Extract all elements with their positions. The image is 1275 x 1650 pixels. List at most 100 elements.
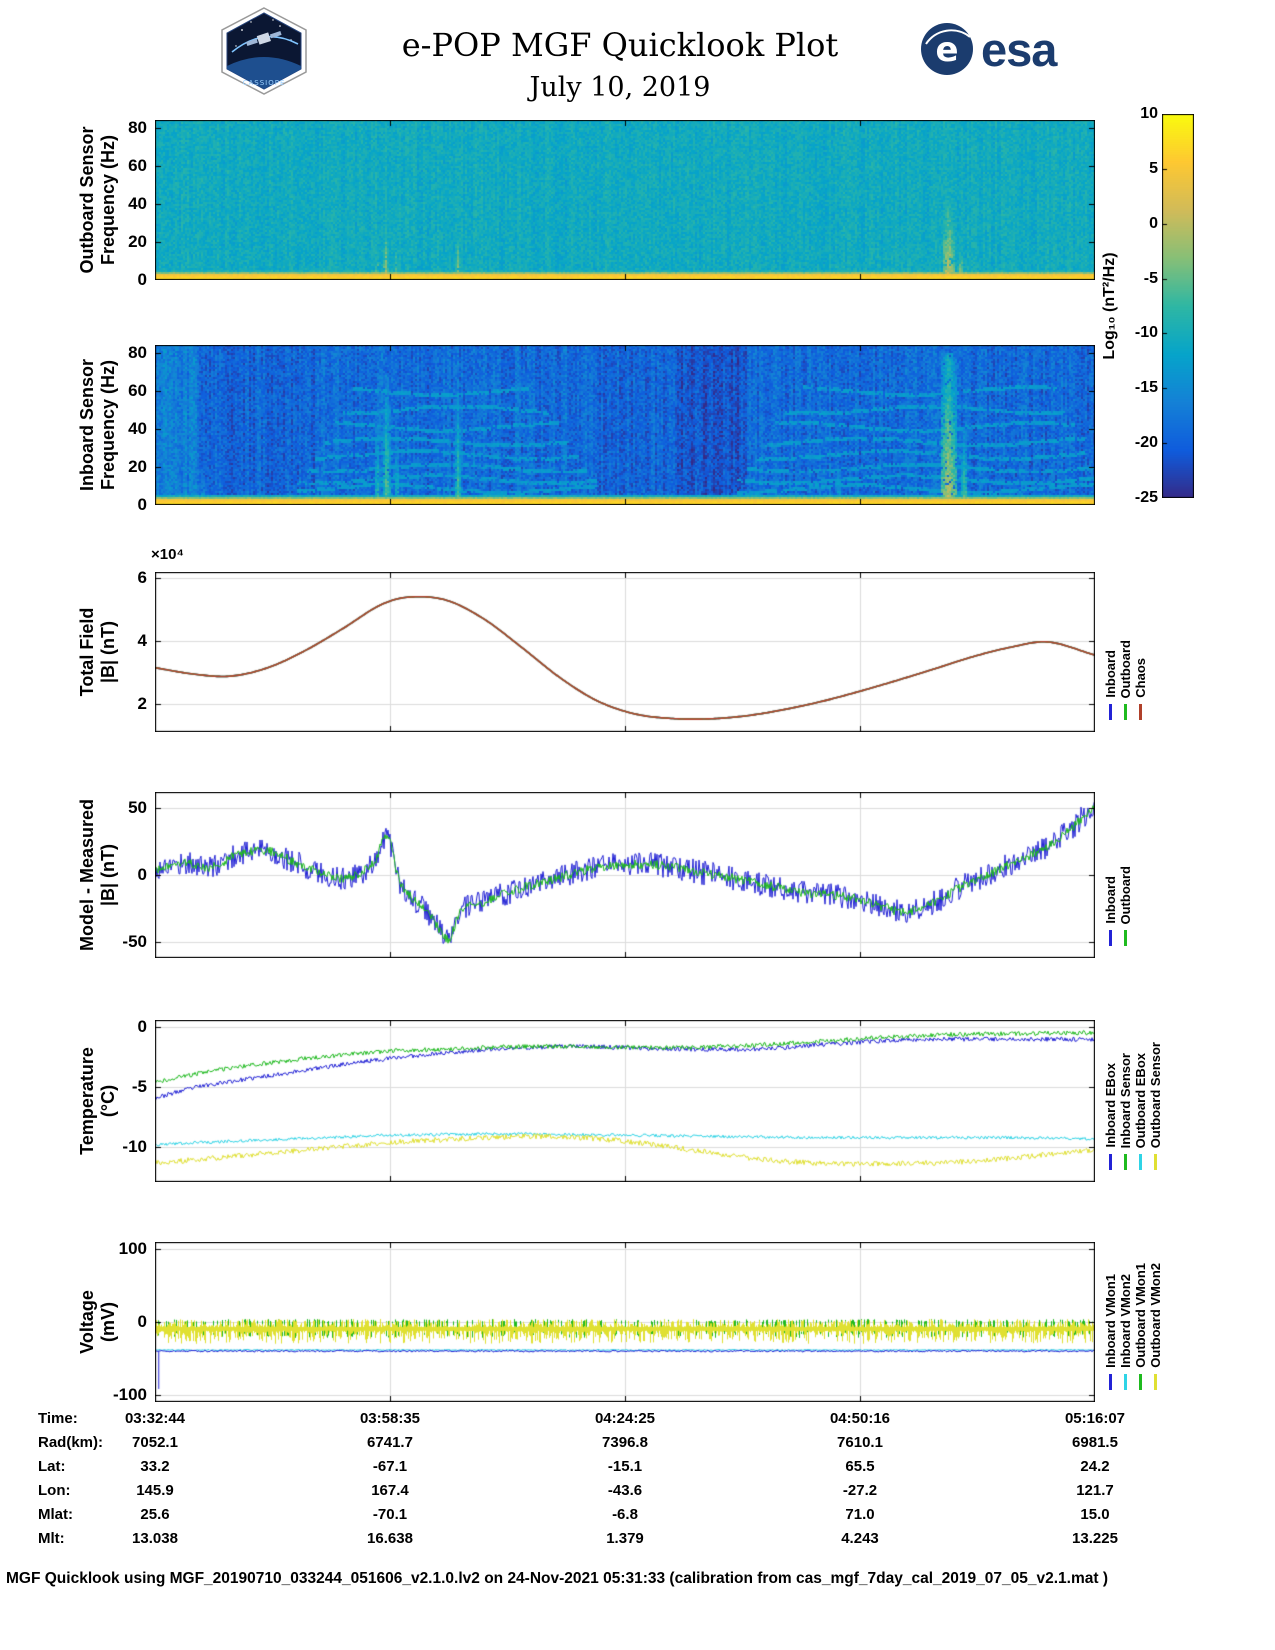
legend-entry: Inboard VMon2 <box>1118 1242 1133 1402</box>
legend-label: Chaos <box>1133 658 1148 698</box>
legend-entry: Outboard EBox <box>1133 1020 1148 1182</box>
panel-legend: Inboard EBox Inboard Sensor Outboard EBox O… <box>1103 1020 1163 1182</box>
colorbar-tick-label: -5 <box>1143 269 1158 287</box>
table-row-label: Lon: <box>38 1482 71 1499</box>
table-cell: 4.243 <box>841 1530 879 1547</box>
table-cell: -15.1 <box>607 1458 643 1475</box>
outboard-spectrogram-canvas <box>155 120 1095 280</box>
legend-marker <box>1124 930 1127 946</box>
legend-marker <box>1124 1374 1127 1390</box>
legend-marker <box>1109 930 1112 946</box>
table-cell: 25.6 <box>140 1506 170 1523</box>
svg-text:CASSIOPE: CASSIOPE <box>243 79 286 87</box>
y-axis-label-line: |B| (nT) <box>98 620 118 684</box>
table-cell: -70.1 <box>372 1506 408 1523</box>
legend-entry: Inboard <box>1103 572 1118 732</box>
panel-legend: Inboard Outboard <box>1103 792 1133 958</box>
colorbar-tick-label: 0 <box>1149 214 1158 232</box>
plot-date: July 10, 2019 <box>529 72 711 103</box>
table-cell: 04:50:16 <box>829 1410 891 1427</box>
inboard-spectrogram-canvas <box>155 345 1095 505</box>
table-row-label: Mlat: <box>38 1506 73 1523</box>
colorbar-tick-label: 5 <box>1149 159 1158 177</box>
y-tick-label: 60 <box>128 380 147 400</box>
y-tick-label: 80 <box>128 117 147 137</box>
panel-legend: Inboard VMon1 Inboard VMon2 Outboard VMon1… <box>1103 1242 1163 1402</box>
y-tick-label: 0 <box>137 865 147 884</box>
legend-entry: Outboard VMon1 <box>1133 1242 1148 1402</box>
table-cell: 121.7 <box>1076 1482 1114 1499</box>
table-row: Mlat: 25.6 -70.1 -6.8 71.0 15.0 <box>0 1506 1275 1530</box>
colorbar-label: Log₁₀ (nT²/Hz) <box>1101 252 1118 360</box>
legend-entry: Outboard VMon2 <box>1148 1242 1163 1402</box>
table-cell: 1.379 <box>606 1530 644 1547</box>
table-cell: 167.4 <box>371 1482 409 1499</box>
legend-label: Outboard <box>1118 865 1133 925</box>
table-cell: 33.2 <box>140 1458 170 1475</box>
legend-label: Inboard <box>1103 650 1118 698</box>
table-row: Mlt: 13.038 16.638 1.379 4.243 13.225 <box>0 1530 1275 1554</box>
table-cell: 24.2 <box>1080 1458 1110 1475</box>
table-cell: 7052.1 <box>132 1434 178 1451</box>
y-axis-label-total-field: Total Field |B| (nT) <box>77 608 119 697</box>
table-row-label: Time: <box>38 1410 78 1427</box>
total-field-canvas <box>155 572 1095 732</box>
cassiope-patch-graphic: CASSIOPE <box>221 7 307 95</box>
voltage-canvas <box>155 1242 1095 1402</box>
table-row-label: Lat: <box>38 1458 66 1475</box>
legend-entry: Chaos <box>1133 572 1148 732</box>
y-tick-label: -10 <box>122 1137 147 1157</box>
y-tick-label: 40 <box>128 418 147 438</box>
page-title: e-POP MGF Quicklook Plot <box>401 26 839 64</box>
esa-logo: e esa <box>920 22 1057 76</box>
model-measured-canvas <box>155 792 1095 958</box>
legend-marker <box>1109 1374 1112 1390</box>
table-cell: 71.0 <box>845 1506 875 1523</box>
legend-label: Outboard VMon1 <box>1133 1263 1148 1368</box>
y-axis-label-line: Total Field <box>77 607 97 697</box>
legend-label: Outboard EBox <box>1133 1052 1148 1148</box>
table-cell: 7610.1 <box>837 1434 883 1451</box>
table-cell: 16.638 <box>367 1530 413 1547</box>
table-cell: 65.5 <box>845 1458 875 1475</box>
footer-caption: MGF Quicklook using MGF_20190710_033244_… <box>6 1570 1108 1587</box>
table-cell: 03:58:35 <box>359 1410 421 1427</box>
table-cell: 15.0 <box>1080 1506 1110 1523</box>
table-row: Lon: 145.9 167.4 -43.6 -27.2 121.7 <box>0 1482 1275 1506</box>
table-cell: 03:32:44 <box>124 1410 186 1427</box>
y-tick-label: 6 <box>137 568 147 588</box>
legend-entry: Inboard EBox <box>1103 1020 1118 1182</box>
legend-marker <box>1139 1374 1142 1390</box>
table-cell: 13.225 <box>1072 1530 1118 1547</box>
y-tick-label: 0 <box>137 495 147 514</box>
y-tick-label: -100 <box>112 1384 147 1404</box>
y-tick-label: 0 <box>137 270 147 289</box>
temperature-canvas <box>155 1020 1095 1182</box>
colorbar-canvas <box>1162 114 1194 498</box>
legend-label: Inboard <box>1103 876 1118 924</box>
legend-marker <box>1139 1154 1142 1170</box>
y-tick-label: 2 <box>137 693 147 713</box>
legend-entry: Inboard <box>1103 792 1118 958</box>
legend-entry: Inboard Sensor <box>1118 1020 1133 1182</box>
colorbar-tick-label: 10 <box>1140 105 1158 122</box>
y-tick-label: 4 <box>137 631 147 651</box>
table-cell: -27.2 <box>842 1482 878 1499</box>
panel-total-field: Total Field |B| (nT) ×10⁴ Inboard Outboar… <box>77 546 1148 732</box>
colorbar-tick-label: -25 <box>1134 489 1158 506</box>
esa-emblem-icon: e <box>921 23 973 75</box>
table-row: Time: 03:32:44 03:58:35 04:24:25 04:50:16 05:… <box>0 1410 1275 1434</box>
y-tick-label: 50 <box>128 798 147 818</box>
legend-marker <box>1109 1154 1112 1170</box>
legend-marker <box>1109 704 1112 720</box>
table-cell: -67.1 <box>372 1458 408 1475</box>
y-tick-label: 0 <box>137 1017 147 1037</box>
y-tick-label: 80 <box>128 342 147 362</box>
legend-entry: Outboard Sensor <box>1148 1020 1163 1182</box>
y-tick-label: 60 <box>128 155 147 175</box>
cassiope-mission-patch: CASSIOPE <box>218 6 310 96</box>
legend-label: Inboard VMon1 <box>1103 1274 1118 1368</box>
y-axis-scale-label: ×10⁴ <box>151 546 184 563</box>
legend-marker <box>1139 704 1142 720</box>
